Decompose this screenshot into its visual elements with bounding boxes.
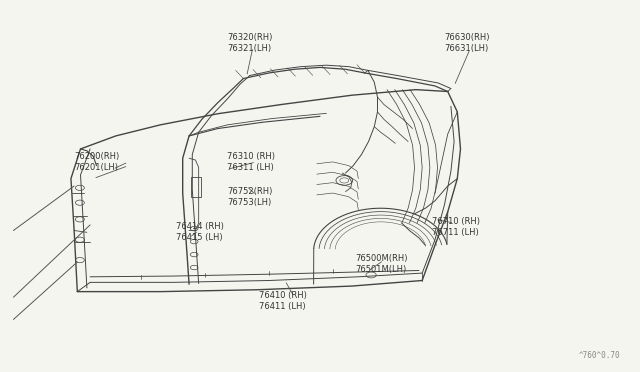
Text: 76710 (RH)
76711 (LH): 76710 (RH) 76711 (LH)	[432, 217, 480, 237]
Text: 76414 (RH)
76415 (LH): 76414 (RH) 76415 (LH)	[176, 222, 224, 243]
Text: 76752(RH)
76753(LH): 76752(RH) 76753(LH)	[227, 187, 273, 207]
Text: 76630(RH)
76631(LH): 76630(RH) 76631(LH)	[445, 33, 490, 53]
Text: 76500M(RH)
76501M(LH): 76500M(RH) 76501M(LH)	[355, 254, 408, 274]
Text: ^760^0.70: ^760^0.70	[579, 351, 620, 360]
Text: 76310 (RH)
76311 (LH): 76310 (RH) 76311 (LH)	[227, 152, 275, 172]
Text: 76410 (RH)
76411 (LH): 76410 (RH) 76411 (LH)	[259, 291, 307, 311]
Text: 76320(RH)
76321(LH): 76320(RH) 76321(LH)	[227, 33, 273, 53]
Text: 76200(RH)
76201(LH): 76200(RH) 76201(LH)	[74, 152, 120, 172]
